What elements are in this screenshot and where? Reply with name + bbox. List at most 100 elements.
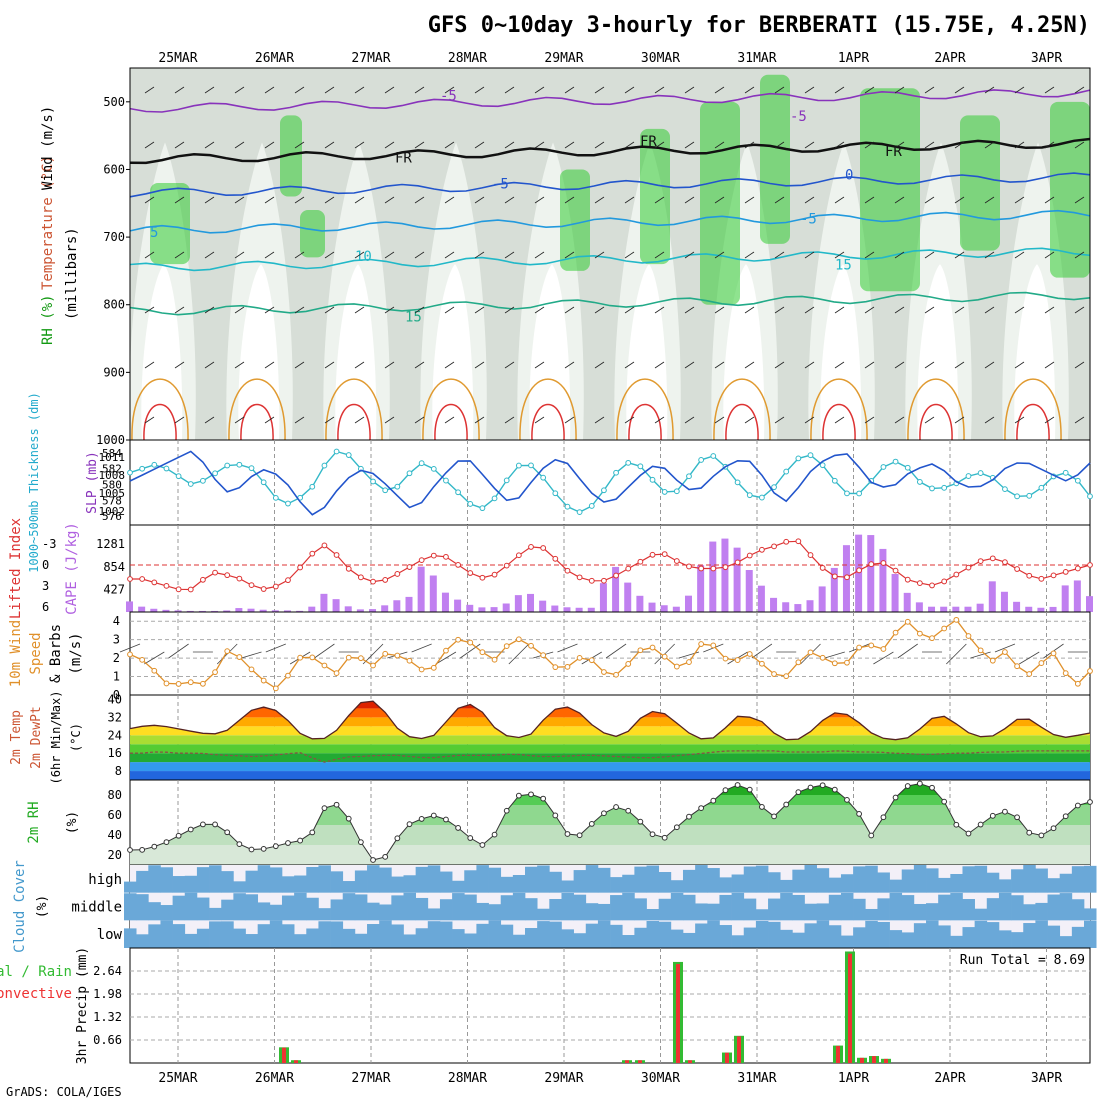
lifted-index-marker bbox=[370, 578, 376, 585]
wind-barb bbox=[414, 141, 425, 149]
cloud-bar bbox=[1023, 923, 1036, 948]
wind-barb bbox=[564, 141, 575, 149]
xsec-very-dry-core bbox=[432, 264, 474, 440]
thickness-tick: 578 bbox=[102, 494, 122, 507]
wind-speed-marker bbox=[345, 654, 352, 661]
wind-speed-marker bbox=[151, 667, 158, 674]
cloud-bar bbox=[670, 892, 684, 921]
lifted-index-marker bbox=[467, 570, 474, 576]
contour-label: 5 bbox=[150, 225, 158, 241]
xsec-very-dry-core bbox=[141, 264, 183, 440]
wind-barb bbox=[954, 306, 965, 314]
wind-barb bbox=[924, 141, 935, 149]
cloud-bar bbox=[743, 866, 757, 893]
thickness-marker bbox=[783, 468, 790, 475]
lifted-index-marker bbox=[345, 565, 352, 572]
wind-barb bbox=[970, 651, 991, 659]
precip-tick: 0.66 bbox=[93, 1033, 122, 1047]
lifted-index-marker bbox=[588, 577, 595, 584]
cape-bar bbox=[891, 573, 899, 612]
cloud-bar bbox=[986, 922, 1000, 948]
wind-speed-marker bbox=[807, 649, 814, 656]
wind-speed-marker bbox=[953, 616, 960, 623]
rh-tick: 80 bbox=[108, 788, 122, 802]
wind-speed-marker bbox=[297, 654, 304, 661]
cape-bar bbox=[794, 604, 802, 612]
thickness-marker bbox=[406, 470, 413, 477]
lifted-index-marker bbox=[904, 576, 911, 583]
lifted-index-marker bbox=[746, 552, 753, 559]
cape-bar bbox=[867, 535, 875, 612]
wind-barb bbox=[474, 86, 485, 94]
precip-convective-bar bbox=[625, 1060, 629, 1063]
panel-ylabel-text: Cloud Cover bbox=[12, 860, 28, 953]
wind-speed-marker bbox=[236, 654, 243, 660]
cape-bar bbox=[223, 610, 231, 612]
cloud-bar bbox=[160, 867, 173, 893]
cloud-bar bbox=[196, 897, 210, 921]
cape-bar bbox=[283, 610, 291, 612]
lifted-index-marker bbox=[734, 559, 741, 566]
rh-marker bbox=[625, 807, 632, 814]
cloud-bar bbox=[172, 876, 186, 893]
cloud-bar bbox=[233, 928, 246, 948]
wind-barb bbox=[834, 306, 845, 314]
xsec-moist-region bbox=[960, 115, 1000, 251]
lifted-index-marker bbox=[430, 552, 437, 559]
lifted-index-marker bbox=[1002, 559, 1008, 566]
cloud-bar bbox=[768, 898, 781, 921]
rh-marker bbox=[771, 813, 777, 820]
wind-barb bbox=[684, 86, 695, 94]
wind-speed-marker bbox=[1038, 660, 1045, 666]
top-date-label: 27MAR bbox=[351, 51, 390, 66]
wind-barb bbox=[684, 416, 695, 424]
cape-tick: 1281 bbox=[96, 537, 125, 551]
top-date-label: 26MAR bbox=[255, 51, 294, 66]
cloud-bar bbox=[549, 871, 562, 893]
cross-section-panel: -5 -5 FR FR FR -5 0 5 -5 10 15 15 500 600 700 800 900 100… bbox=[40, 67, 1091, 447]
wind-speed-marker bbox=[686, 659, 692, 665]
temp-tick: 40 bbox=[108, 692, 122, 706]
wind-barb bbox=[804, 306, 815, 314]
panels-layer: 25MAR 25MAR 26MAR 26MAR 27MAR 27MAR 28MAR 28MAR… bbox=[0, 51, 1097, 1086]
wind-speed-marker bbox=[370, 662, 376, 669]
wind-barb bbox=[984, 251, 995, 259]
contour-label: 0 bbox=[845, 168, 853, 184]
cape-bar bbox=[356, 609, 364, 612]
rh-marker bbox=[248, 846, 255, 853]
wind-barb bbox=[324, 141, 335, 149]
cloud-bar bbox=[658, 921, 672, 948]
wind-barb bbox=[864, 416, 875, 424]
cloud-bar bbox=[269, 904, 283, 921]
top-date-label: 2APR bbox=[934, 51, 965, 66]
thickness-marker bbox=[819, 462, 826, 469]
lifted-index-marker bbox=[856, 567, 863, 574]
cloud-bar bbox=[124, 881, 137, 893]
wind-barb bbox=[834, 196, 845, 204]
wind-barb bbox=[624, 361, 635, 369]
wind-barb bbox=[362, 643, 384, 665]
lifted-index-marker bbox=[686, 563, 692, 570]
rh-marker bbox=[941, 798, 948, 805]
thickness-marker bbox=[601, 487, 607, 494]
cloud-bar bbox=[221, 871, 234, 893]
wind-speed-marker bbox=[564, 663, 571, 670]
cape-bar bbox=[198, 610, 206, 612]
warm-contour bbox=[325, 378, 383, 441]
cloud-bar bbox=[391, 876, 404, 893]
xsec-very-dry-core bbox=[723, 264, 765, 440]
wind-barb bbox=[654, 306, 665, 314]
wind-speed-marker bbox=[1026, 671, 1033, 677]
cloud-bar bbox=[828, 925, 842, 948]
cape-bar bbox=[490, 607, 498, 612]
temp-tick: 8 bbox=[115, 764, 122, 778]
thickness-marker bbox=[1074, 477, 1081, 484]
rh-marker bbox=[394, 835, 401, 842]
cloud-bar bbox=[719, 894, 732, 921]
cape-bar bbox=[271, 610, 279, 612]
wind-barb bbox=[1074, 86, 1085, 94]
cape-bar bbox=[879, 548, 887, 612]
lifted-index-marker bbox=[357, 574, 364, 581]
cloud-bar bbox=[901, 895, 915, 921]
wind-barb bbox=[354, 361, 365, 369]
